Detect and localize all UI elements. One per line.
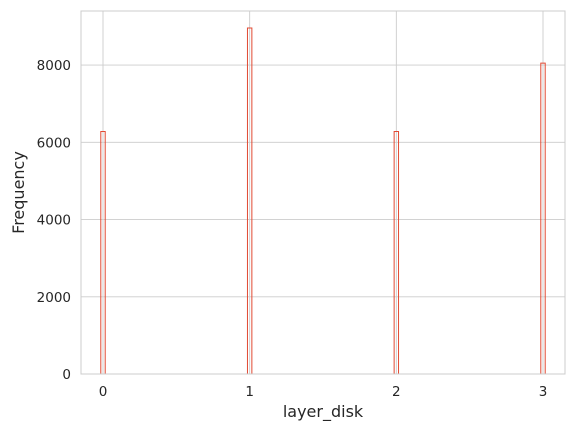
histogram-bar — [393, 130, 400, 374]
x-tick-label: 1 — [245, 384, 254, 400]
plot-background — [81, 11, 565, 374]
y-tick-label: 4000 — [37, 213, 71, 229]
x-tick-labels: 0 1 2 3 — [99, 384, 548, 400]
x-tick-label: 2 — [392, 384, 401, 400]
plot-frame — [80, 10, 566, 375]
y-tick-labels: 0 2000 4000 6000 8000 — [37, 58, 71, 383]
y-tick-label: 6000 — [37, 135, 71, 151]
y-tick-label: 8000 — [37, 58, 71, 74]
y-axis-label: Frequency — [9, 151, 28, 234]
y-tick-label: 0 — [62, 367, 71, 383]
y-tick-label: 2000 — [37, 290, 71, 306]
x-tick-label: 0 — [99, 384, 108, 400]
histogram-bar — [540, 62, 546, 374]
plot-area — [80, 10, 566, 375]
x-tick-label: 3 — [539, 384, 548, 400]
histogram-bar — [246, 27, 253, 374]
histogram-bar — [100, 130, 106, 374]
histogram-bars — [100, 27, 546, 374]
x-axis-label: layer_disk — [283, 402, 364, 422]
